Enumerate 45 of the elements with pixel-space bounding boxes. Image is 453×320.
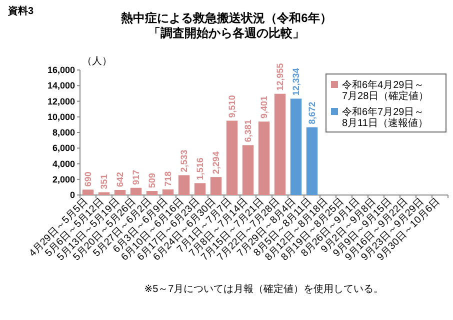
y-tick-label: 12,000 bbox=[47, 96, 75, 106]
data-label: 351 bbox=[99, 174, 109, 190]
data-label: 9,510 bbox=[227, 95, 237, 118]
bar bbox=[306, 127, 318, 195]
text: ※5～7月については月報（確定値）を使用している。 bbox=[144, 283, 384, 295]
y-tick-label: 4,000 bbox=[52, 158, 75, 169]
y-tick-label: 2,000 bbox=[52, 174, 75, 184]
legend-label: 令和6年7月29日～8月11日（速報値） bbox=[342, 106, 428, 129]
chart-title: 熱中症による救急搬送状況（令和6年） bbox=[120, 11, 332, 25]
bar bbox=[130, 188, 142, 195]
y-tick-label: 10,000 bbox=[47, 112, 75, 122]
data-label: 2,533 bbox=[179, 150, 189, 172]
bar bbox=[82, 190, 94, 195]
bar bbox=[114, 190, 126, 195]
data-label: 2,294 bbox=[211, 152, 221, 174]
data-label: 718 bbox=[163, 171, 173, 186]
bar bbox=[274, 94, 286, 195]
data-label: 8,672 bbox=[307, 102, 317, 124]
y-tick-label: 6,000 bbox=[52, 143, 75, 154]
legend-label: 令和6年4月29日～7月28日（確定値） bbox=[342, 79, 429, 102]
text: 資料3 bbox=[7, 5, 34, 17]
bar bbox=[290, 98, 302, 195]
data-label: 917 bbox=[131, 170, 141, 185]
bar bbox=[194, 183, 206, 195]
data-label: 6,381 bbox=[243, 120, 253, 142]
bar bbox=[258, 122, 270, 195]
data-label: 12,955 bbox=[275, 63, 285, 91]
chart-subtitle: 「調査開始から各週の比較」 bbox=[148, 26, 304, 40]
bar bbox=[242, 145, 254, 195]
y-tick-label: 14,000 bbox=[47, 80, 75, 91]
bar bbox=[226, 120, 238, 195]
data-label: 690 bbox=[83, 172, 93, 187]
y-tick-label: 0 bbox=[70, 190, 75, 200]
bar bbox=[210, 177, 222, 195]
bar bbox=[146, 191, 158, 195]
data-label: 9,401 bbox=[259, 96, 269, 119]
data-label: 12,334 bbox=[291, 68, 301, 96]
data-label: 509 bbox=[147, 172, 157, 188]
data-label: 642 bbox=[115, 172, 125, 187]
y-tick-label: 8,000 bbox=[52, 128, 75, 138]
y-tick-label: 16,000 bbox=[47, 65, 75, 75]
y-axis-title: （人） bbox=[82, 56, 112, 67]
bar bbox=[162, 189, 174, 195]
bar bbox=[178, 175, 190, 195]
data-label: 1,516 bbox=[195, 158, 205, 180]
